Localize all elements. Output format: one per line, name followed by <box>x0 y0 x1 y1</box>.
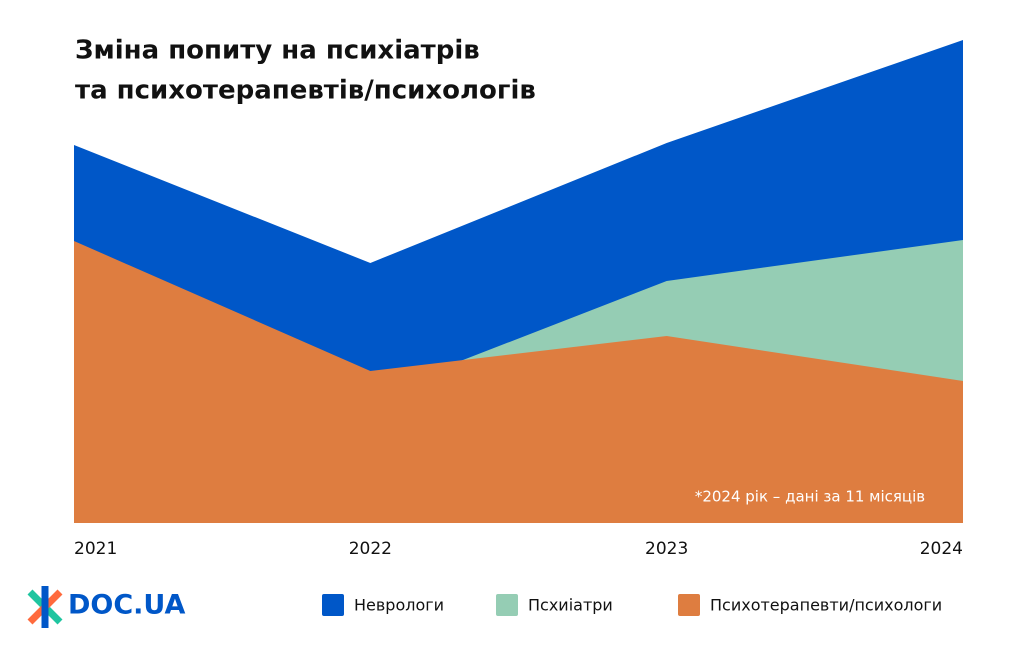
legend-label: Неврологи <box>354 596 444 615</box>
legend-swatch <box>322 594 344 616</box>
x-tick-label: 2022 <box>349 539 392 559</box>
logo: DOC.UA <box>27 586 186 628</box>
annotation: *2024 рік – дані за 11 місяців <box>695 488 925 506</box>
logo-text: DOC.UA <box>68 590 186 621</box>
legend-swatch <box>678 594 700 616</box>
chart-title: Зміна попиту на психіатрів <box>75 36 480 66</box>
area <box>74 241 963 523</box>
legend-label: Псхиіатри <box>528 596 613 615</box>
legend-label: Психотерапевти/психологи <box>710 596 942 615</box>
x-tick-label: 2021 <box>74 539 117 559</box>
chart-title: та психотерапевтів/психологів <box>75 76 536 106</box>
x-tick-label: 2024 <box>920 539 963 559</box>
x-tick-label: 2023 <box>645 539 688 559</box>
legend-swatch <box>496 594 518 616</box>
